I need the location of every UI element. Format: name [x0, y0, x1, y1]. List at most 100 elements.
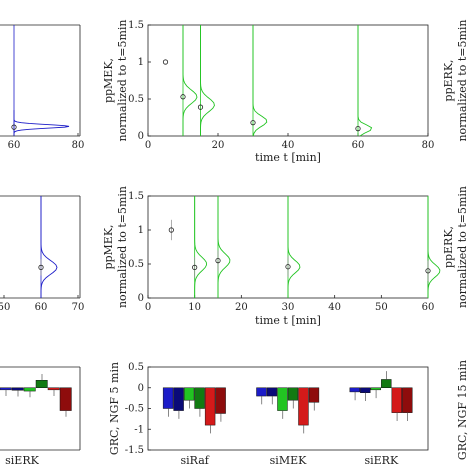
bar: [360, 387, 371, 393]
y-axis-label: normalized to t=5min: [116, 186, 129, 308]
data-point: [355, 126, 361, 132]
data-point: [180, 94, 186, 100]
data-point: [215, 257, 221, 264]
distribution-curve: [357, 25, 373, 137]
bar: [11, 387, 24, 391]
distribution-curve: [287, 196, 301, 298]
bar: [298, 387, 309, 426]
distribution-curve: [40, 196, 58, 298]
distribution-curve: [194, 196, 208, 298]
x-tick-label: 40: [282, 140, 295, 151]
y-tick-label: 0: [138, 293, 144, 304]
data-point: [38, 264, 44, 270]
bar: [349, 387, 360, 393]
bar: [23, 387, 36, 392]
panel-row3-right: GRC, NGF 15 min: [456, 360, 469, 460]
panel-row3-middle: -1.5 -1 -0.5 0 0.5 GRC, NGF 5 min siRaf siMEK si…: [108, 362, 429, 467]
x-tick-label: 50: [375, 302, 388, 313]
panel-row1-left: 60 80: [0, 24, 85, 151]
y-axis-label: normalized to t=5min: [456, 19, 469, 141]
y-axis-label: ppMEK,: [102, 58, 115, 103]
y-tick-label: -0.5: [125, 404, 144, 415]
x-tick-label: 20: [235, 302, 248, 313]
bar: [0, 387, 12, 391]
x-tick-label: 0: [145, 140, 151, 151]
bar: [256, 387, 267, 397]
y-axis-label: ppERK,: [442, 59, 455, 101]
y-tick-label: 1.5: [128, 20, 144, 31]
data-point: [192, 264, 198, 270]
y-tick-label: 0.5: [128, 259, 144, 270]
bar: [381, 379, 392, 389]
bar: [162, 387, 174, 409]
data-point: [162, 59, 169, 65]
bar: [277, 387, 288, 411]
bar: [266, 387, 278, 397]
bar: [308, 387, 320, 403]
distribution-curve: [217, 196, 231, 298]
x-axis-label: time t [min]: [255, 151, 321, 164]
panel-row2-left: 50 60 70: [0, 195, 85, 313]
y-tick-label: 1.5: [128, 191, 144, 202]
y-axis-label: normalized to t=5min: [116, 19, 129, 141]
y-tick-label: 1: [138, 57, 144, 68]
panel-row2-middle: 0 10 20 30 40 50 60 0 0.5 1 1.5 time t [min] ppMEK, n…: [102, 186, 441, 327]
distribution-curve: [200, 25, 215, 136]
bar: [391, 387, 402, 413]
bar: [287, 387, 299, 401]
distribution-curve: [13, 110, 70, 135]
y-axis-label: GRC, NGF 15 min: [456, 360, 469, 460]
data-point: [285, 264, 291, 270]
x-tick-label: 60: [8, 140, 21, 151]
panel-row2-right: ppERK, normalized to t=5min: [442, 186, 469, 308]
x-tick-label: 50: [0, 302, 10, 313]
distribution-curve: [182, 25, 198, 136]
y-tick-label: 1: [138, 225, 144, 236]
panel-row1-middle: 0 20 40 60 80 0 0.5 1 1.5 time t [min] ppMEK, norma…: [102, 19, 434, 164]
x-tick-label: 80: [422, 140, 435, 151]
y-tick-label: 0: [138, 131, 144, 142]
category-label: siERK: [364, 454, 398, 467]
category-label: siERK: [5, 454, 39, 467]
y-tick-label: 0.5: [128, 94, 144, 105]
x-tick-label: 10: [188, 302, 201, 313]
y-tick-label: -1.5: [125, 445, 144, 456]
y-axis-label: ppERK,: [442, 226, 455, 268]
x-axis-label: time t [min]: [255, 314, 321, 327]
data-point: [11, 124, 17, 130]
distribution-curve: [252, 25, 268, 137]
bar: [183, 387, 195, 401]
y-axis-label: ppMEK,: [102, 224, 115, 269]
bar: [59, 387, 72, 411]
y-axis-label: GRC, NGF 5 min: [108, 362, 121, 455]
category-label: siRaf: [181, 454, 210, 467]
data-point: [425, 268, 431, 274]
bar: [173, 387, 184, 411]
x-tick-label: 60: [422, 302, 435, 313]
x-tick-label: 60: [35, 302, 48, 313]
y-tick-label: 0.5: [128, 362, 144, 373]
x-tick-label: 60: [352, 140, 365, 151]
bar: [370, 387, 381, 391]
x-tick-label: 80: [72, 140, 85, 151]
panel-row3-left: siERK: [0, 366, 81, 467]
distribution-curve: [427, 196, 441, 298]
y-tick-label: 0: [138, 383, 144, 394]
bar: [194, 387, 205, 409]
x-tick-label: 30: [282, 302, 295, 313]
data-point: [168, 227, 174, 233]
x-tick-label: 40: [328, 302, 341, 313]
bar: [35, 380, 48, 388]
x-tick-label: 70: [72, 302, 85, 313]
axes-frame: [147, 24, 429, 137]
y-axis-label: normalized to t=5min: [456, 186, 469, 308]
bar: [402, 387, 413, 413]
data-point: [197, 104, 204, 110]
bar: [204, 387, 216, 426]
category-label: siMEK: [270, 454, 307, 467]
y-tick-label: -1: [134, 424, 144, 435]
bar: [215, 387, 226, 414]
x-tick-label: 0: [145, 302, 151, 313]
x-tick-label: 20: [212, 140, 225, 151]
